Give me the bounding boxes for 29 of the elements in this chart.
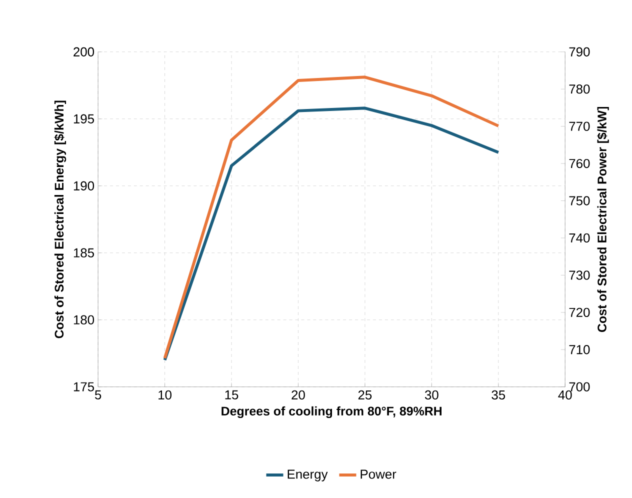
- x-tick-label: 35: [492, 390, 506, 400]
- y-tick-label: 180: [74, 315, 94, 324]
- y-tick-label: 190: [74, 181, 94, 190]
- x-tick-label: 15: [225, 390, 238, 400]
- y2-tick-label: 790: [569, 47, 590, 56]
- legend-label: Energy: [288, 470, 328, 482]
- y2-tick-label: 700: [569, 382, 590, 392]
- x-tick-label: 30: [424, 390, 438, 400]
- y-tick-label: 195: [74, 114, 94, 124]
- x-tick-label: 5: [94, 390, 102, 400]
- y2-axis-title: Cost of Stored Electrical Power [$/kW]: [597, 106, 609, 332]
- y2-tick-label: 770: [569, 122, 590, 131]
- y2-tick-label: 780: [569, 84, 590, 94]
- x-tick-label: 10: [158, 390, 172, 400]
- y-tick-label: 185: [74, 248, 94, 258]
- y2-tick-label: 710: [569, 345, 590, 354]
- y-axis-title: Cost of Stored Electrical Energy [$/kWh]: [54, 100, 66, 338]
- x-tick-label: 40: [558, 390, 572, 400]
- x-axis-title: Degrees of cooling from 80°F, 89%RH: [222, 406, 442, 418]
- y2-tick-label: 760: [569, 158, 590, 168]
- x-tick-label: 25: [358, 390, 372, 400]
- y2-tick-label: 720: [569, 308, 590, 318]
- y2-tick-label: 750: [569, 196, 590, 206]
- y-tick-label: 175: [74, 382, 94, 392]
- y2-tick-label: 730: [569, 270, 590, 280]
- x-tick-label: 20: [292, 390, 305, 400]
- y2-tick-label: 740: [569, 233, 590, 243]
- y-tick-label: 200: [74, 47, 94, 56]
- legend-label: Power: [360, 470, 396, 479]
